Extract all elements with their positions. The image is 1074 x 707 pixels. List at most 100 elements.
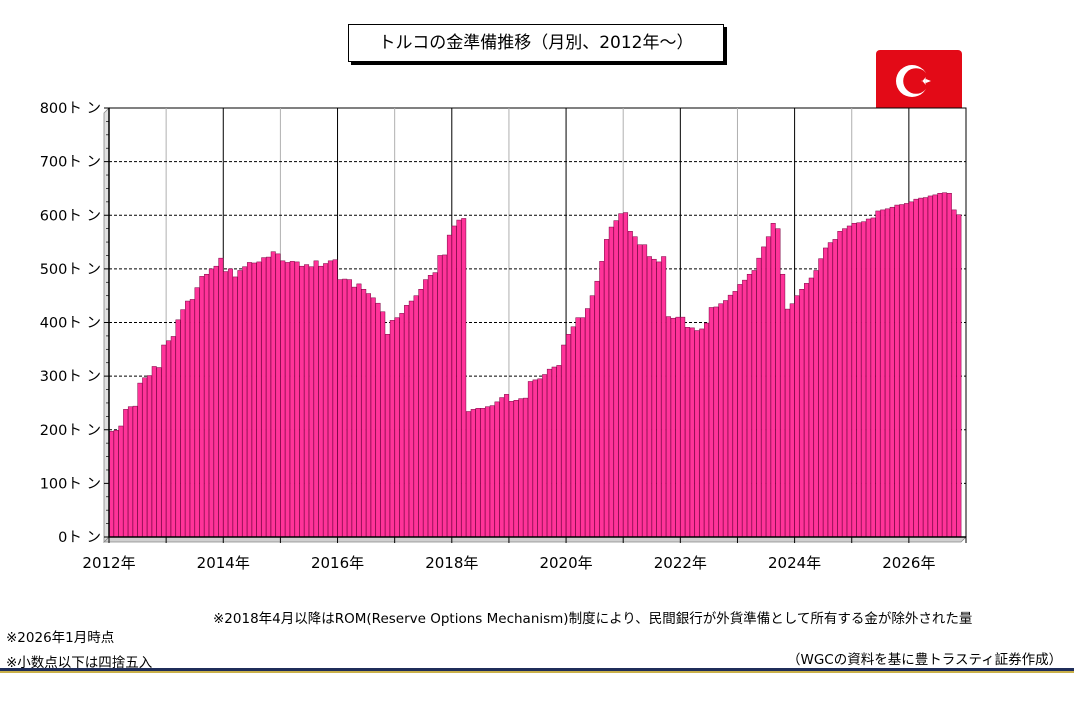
bar-month <box>637 244 643 538</box>
source-note: （WGCの資料を基に豊トラスティ証券作成） <box>787 652 1063 668</box>
bar-month <box>737 284 743 538</box>
bar-month <box>242 266 248 538</box>
bar-month <box>327 260 333 538</box>
bar-month <box>270 251 276 538</box>
bar-month <box>889 206 895 538</box>
bar-month <box>937 193 943 538</box>
gold-reserve-chart: 0ト ン 100ト ン 200ト ン 300ト ン 400ト ン 500ト ン 600ト ン… <box>40 101 967 572</box>
bar-month <box>618 213 624 538</box>
bar-month <box>832 239 838 538</box>
bar-month <box>665 316 671 538</box>
bar-month <box>784 308 790 538</box>
as-of-note: ※2026年1月時点 <box>6 630 115 646</box>
bar-month <box>132 405 138 538</box>
bar-month <box>865 218 871 538</box>
bar-month <box>523 397 529 538</box>
bar-month <box>142 377 148 538</box>
bar-month <box>451 225 457 538</box>
bar-month <box>475 408 481 538</box>
bar-month <box>546 368 552 538</box>
bar-month <box>161 344 167 538</box>
bar-month <box>489 405 495 538</box>
bar-month <box>708 307 714 538</box>
bar-month <box>880 209 886 538</box>
bar-month <box>918 197 924 538</box>
bar-month <box>827 242 833 538</box>
bar-month <box>332 259 338 538</box>
bar-month <box>465 411 471 538</box>
bar-month <box>208 268 214 538</box>
bar-month <box>494 401 500 538</box>
bar-month <box>275 253 281 538</box>
bar-month <box>565 334 571 538</box>
bar-month <box>480 408 486 538</box>
bar-month <box>108 431 114 538</box>
bar-month <box>151 366 157 538</box>
bar-month <box>765 236 771 538</box>
bar-month <box>437 255 443 538</box>
bar-month <box>732 291 738 538</box>
bar-month <box>237 270 243 538</box>
footer-rule-accent <box>0 671 1074 673</box>
x-tick-label: 2026年 <box>882 554 935 572</box>
bar-month <box>604 239 610 538</box>
bar-month <box>894 204 900 538</box>
bar-month <box>585 308 590 538</box>
bar-month <box>189 299 195 538</box>
bar-month <box>351 286 357 538</box>
bar-month <box>427 275 433 538</box>
x-tick-label: 2016年 <box>311 554 364 572</box>
bar-month <box>818 258 824 538</box>
bar-month <box>799 289 805 538</box>
bar-month <box>399 313 405 538</box>
y-tick-label: 300ト ン <box>40 369 101 385</box>
bar-month <box>199 276 205 538</box>
bar-month <box>651 258 657 538</box>
y-tick-label: 0ト ン <box>58 530 101 546</box>
bar-month <box>537 378 543 538</box>
bar-month <box>913 198 919 538</box>
bar-month <box>704 322 709 538</box>
bar-month <box>794 295 800 538</box>
x-tick-label: 2018年 <box>425 554 478 572</box>
bar-month <box>532 379 538 538</box>
bar-month <box>723 300 729 538</box>
bar-month <box>404 305 410 538</box>
bar-month <box>551 366 557 538</box>
y-tick-label: 600ト ン <box>40 208 101 224</box>
bar-month <box>575 317 581 538</box>
bar-month <box>699 328 705 538</box>
bar-month <box>442 254 448 538</box>
bar-month <box>166 340 171 538</box>
bar-month <box>380 311 386 538</box>
bar-month <box>280 260 286 538</box>
y-tick-label: 400ト ン <box>40 316 101 332</box>
bar-month <box>846 225 852 538</box>
bar-month <box>299 265 305 538</box>
bar-month <box>251 262 257 538</box>
bar-month <box>875 210 881 538</box>
bar-month <box>213 265 219 538</box>
bar-month <box>594 280 600 538</box>
bar-month <box>599 261 605 538</box>
bar-month <box>232 276 238 538</box>
bar-month <box>856 222 862 538</box>
bar-month <box>770 223 776 538</box>
y-tick-label: 100ト ン <box>40 476 101 492</box>
bar-month <box>423 279 429 538</box>
bar-month <box>446 234 452 538</box>
bar-month <box>366 293 371 538</box>
bar-month <box>246 262 252 538</box>
bar-month <box>742 279 748 538</box>
x-tick-label: 2020年 <box>539 554 592 572</box>
crescent-star-icon <box>896 65 931 97</box>
bar-month <box>927 195 933 538</box>
bar-month <box>408 300 414 538</box>
bar-month <box>804 283 809 538</box>
bar-month <box>842 228 848 538</box>
bar-month <box>313 260 319 538</box>
bar-month <box>513 400 519 538</box>
bar-month <box>570 326 576 538</box>
bar-month <box>304 264 310 538</box>
bar-month <box>456 219 462 538</box>
